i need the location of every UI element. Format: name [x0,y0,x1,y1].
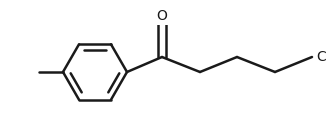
Text: Cl: Cl [316,50,326,64]
Text: O: O [156,9,168,23]
